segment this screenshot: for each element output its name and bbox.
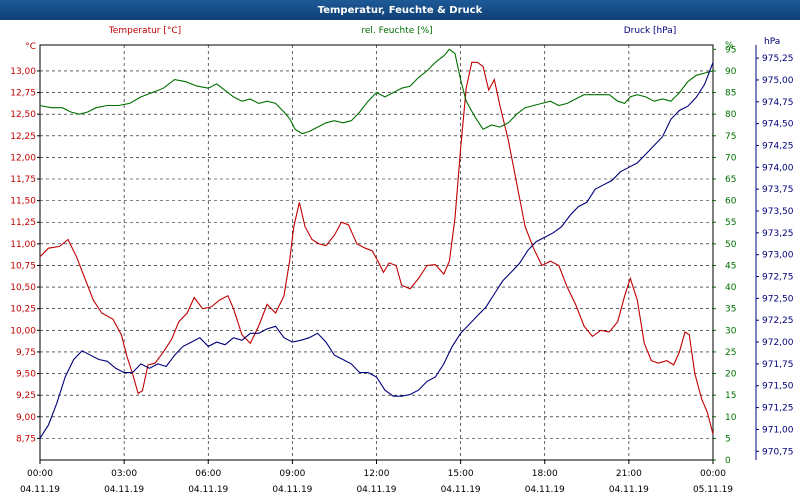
humidity-tick-label: 80 — [725, 110, 737, 120]
pressure-tick-label: 972,25 — [762, 316, 794, 326]
humidity-tick-label: 25 — [725, 348, 736, 358]
temperature-tick-label: 9,50 — [16, 370, 36, 380]
humidity-tick-label: 15 — [725, 391, 736, 401]
pressure-unit: hPa — [764, 37, 780, 47]
temperature-tick-label: 9,25 — [16, 391, 36, 401]
pressure-tick-label: 971,50 — [762, 382, 794, 392]
pressure-tick-label: 974,50 — [762, 120, 794, 130]
pressure-tick-label: 974,75 — [762, 98, 794, 108]
x-tick-date: 04.11.19 — [441, 485, 481, 495]
x-tick-time: 18:00 — [532, 469, 558, 479]
humidity-tick-label: 50 — [725, 240, 737, 250]
humidity-tick-label: 60 — [725, 197, 737, 207]
x-tick-time: 12:00 — [364, 469, 390, 479]
pressure-tick-label: 973,00 — [762, 251, 794, 261]
legend-label-humidity: rel. Feuchte [%] — [361, 26, 432, 36]
x-tick-time: 15:00 — [448, 469, 474, 479]
axes: 8,75 9,00 9,25 9,50 9,75 10,00 10,25 10,50 10,75… — [10, 37, 794, 495]
humidity-tick-label: 35 — [725, 305, 736, 315]
x-tick-time: 00:00 — [700, 469, 726, 479]
x-tick-date: 04.11.19 — [188, 485, 228, 495]
temperature-tick-label: 9,00 — [16, 413, 36, 423]
temperature-tick-label: 11,75 — [10, 175, 36, 185]
temperature-tick-label: 12,50 — [10, 110, 36, 120]
pressure-tick-label: 972,50 — [762, 294, 794, 304]
chart: 8,75 9,00 9,25 9,50 9,75 10,00 10,25 10,50 10,75… — [10, 26, 794, 495]
temperature-tick-label: 9,75 — [16, 348, 36, 358]
humidity-unit: % — [725, 41, 734, 51]
series-line-humidity — [39, 48, 714, 135]
humidity-tick-label: 95 — [725, 45, 736, 55]
temperature-tick-label: 11,50 — [10, 197, 36, 207]
legend-label-pressure: Druck [hPa] — [624, 26, 677, 36]
pressure-tick-label: 971,00 — [762, 425, 794, 435]
pressure-tick-label: 975,00 — [762, 76, 794, 86]
x-tick-time: 09:00 — [279, 469, 305, 479]
x-tick-time: 21:00 — [616, 469, 642, 479]
legend-label-temperature: Temperatur [°C] — [108, 26, 181, 36]
x-tick-date: 04.11.19 — [272, 485, 312, 495]
humidity-tick-label: 30 — [725, 326, 737, 336]
temperature-tick-label: 10,75 — [10, 261, 36, 271]
humidity-tick-label: 0 — [725, 456, 731, 466]
temperature-tick-label: 10,25 — [10, 305, 36, 315]
pressure-tick-label: 970,75 — [762, 447, 794, 457]
x-tick-date: 04.11.19 — [609, 485, 649, 495]
x-tick-date: 05.11.19 — [693, 485, 733, 495]
temperature-tick-label: 10,50 — [10, 283, 36, 293]
series-line-pressure — [39, 62, 714, 439]
temperature-tick-label: 12,75 — [10, 89, 36, 99]
pressure-tick-label: 973,75 — [762, 185, 794, 195]
humidity-tick-label: 40 — [725, 283, 737, 293]
pressure-tick-label: 971,25 — [762, 404, 794, 414]
pressure-tick-label: 972,00 — [762, 338, 794, 348]
humidity-tick-label: 90 — [725, 67, 737, 77]
grid-lines — [39, 45, 714, 460]
x-tick-date: 04.11.19 — [20, 485, 60, 495]
humidity-tick-label: 70 — [725, 153, 737, 163]
humidity-tick-label: 65 — [725, 175, 736, 185]
temperature-unit: °C — [25, 42, 36, 52]
humidity-tick-label: 45 — [725, 261, 736, 271]
x-tick-time: 06:00 — [195, 469, 221, 479]
pressure-tick-label: 973,25 — [762, 229, 794, 239]
humidity-tick-label: 85 — [725, 89, 736, 99]
temperature-tick-label: 12,00 — [10, 153, 36, 163]
x-tick-date: 04.11.19 — [525, 485, 565, 495]
humidity-tick-label: 5 — [725, 434, 731, 444]
humidity-tick-label: 55 — [725, 218, 736, 228]
temperature-tick-label: 10,00 — [10, 326, 36, 336]
x-tick-date: 04.11.19 — [356, 485, 396, 495]
temperature-tick-label: 13,00 — [10, 67, 36, 77]
pressure-tick-label: 975,25 — [762, 54, 794, 64]
temperature-tick-label: 11,00 — [10, 240, 36, 250]
series-lines — [39, 48, 714, 439]
window-title: Temperatur, Feuchte & Druck — [0, 0, 800, 20]
legend: Temperatur [°C] rel. Feuchte [%] Druck [hP… — [108, 26, 676, 36]
pressure-tick-label: 974,25 — [762, 141, 794, 151]
humidity-tick-label: 75 — [725, 132, 736, 142]
temperature-tick-label: 11,25 — [10, 218, 36, 228]
pressure-tick-label: 973,50 — [762, 207, 794, 217]
humidity-tick-label: 20 — [725, 370, 737, 380]
x-tick-time: 00:00 — [27, 469, 53, 479]
pressure-tick-label: 974,00 — [762, 163, 794, 173]
temperature-tick-label: 8,75 — [16, 434, 36, 444]
humidity-tick-label: 10 — [725, 413, 737, 423]
temperature-tick-label: 12,25 — [10, 132, 36, 142]
x-tick-time: 03:00 — [111, 469, 137, 479]
pressure-tick-label: 972,75 — [762, 273, 794, 283]
pressure-tick-label: 971,75 — [762, 360, 794, 370]
series-line-temperature — [39, 61, 714, 435]
x-tick-date: 04.11.19 — [104, 485, 144, 495]
